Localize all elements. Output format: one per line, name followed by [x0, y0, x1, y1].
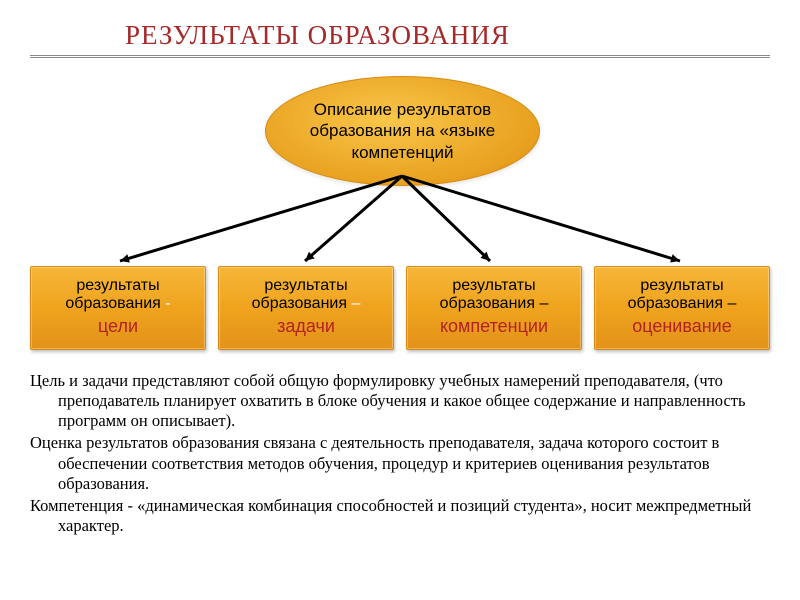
result-box-bottom: цели: [37, 316, 199, 337]
paragraph-2: Компетенция - «динамическая комбинация с…: [30, 496, 770, 536]
result-box-1: результаты образования – задачи: [218, 266, 394, 350]
result-box-top: результаты образования -: [37, 277, 199, 314]
result-box-0: результаты образования - цели: [30, 266, 206, 350]
result-box-3: результаты образования – оценивание: [594, 266, 770, 350]
diagram-container: Описание результатов образования на «язы…: [30, 76, 770, 356]
result-box-dash: -: [161, 295, 171, 312]
boxes-row: результаты образования - целирезультаты …: [30, 266, 770, 350]
result-box-bottom: оценивание: [601, 316, 763, 337]
paragraph-0: Цель и задачи представляют собой общую ф…: [30, 371, 770, 431]
center-ellipse: Описание результатов образования на «язы…: [265, 76, 540, 186]
ellipse-line3: компетенций: [351, 142, 453, 163]
result-box-top: результаты образования –: [413, 277, 575, 314]
paragraph-1: Оценка результатов образования связана с…: [30, 433, 770, 493]
result-box-dash: –: [723, 295, 736, 312]
result-box-dash: –: [535, 295, 548, 312]
title-divider: [30, 55, 770, 58]
page-title: РЕЗУЛЬТАТЫ ОБРАЗОВАНИЯ: [125, 20, 770, 51]
result-box-top: результаты образования –: [225, 277, 387, 314]
result-box-bottom: компетенции: [413, 316, 575, 337]
ellipse-line2: образования на «языке: [310, 120, 495, 141]
ellipse-line1: Описание результатов: [314, 99, 491, 120]
result-box-2: результаты образования – компетенции: [406, 266, 582, 350]
result-box-bottom: задачи: [225, 316, 387, 337]
body-text: Цель и задачи представляют собой общую ф…: [30, 371, 770, 536]
result-box-dash: –: [347, 295, 360, 312]
result-box-top: результаты образования –: [601, 277, 763, 314]
